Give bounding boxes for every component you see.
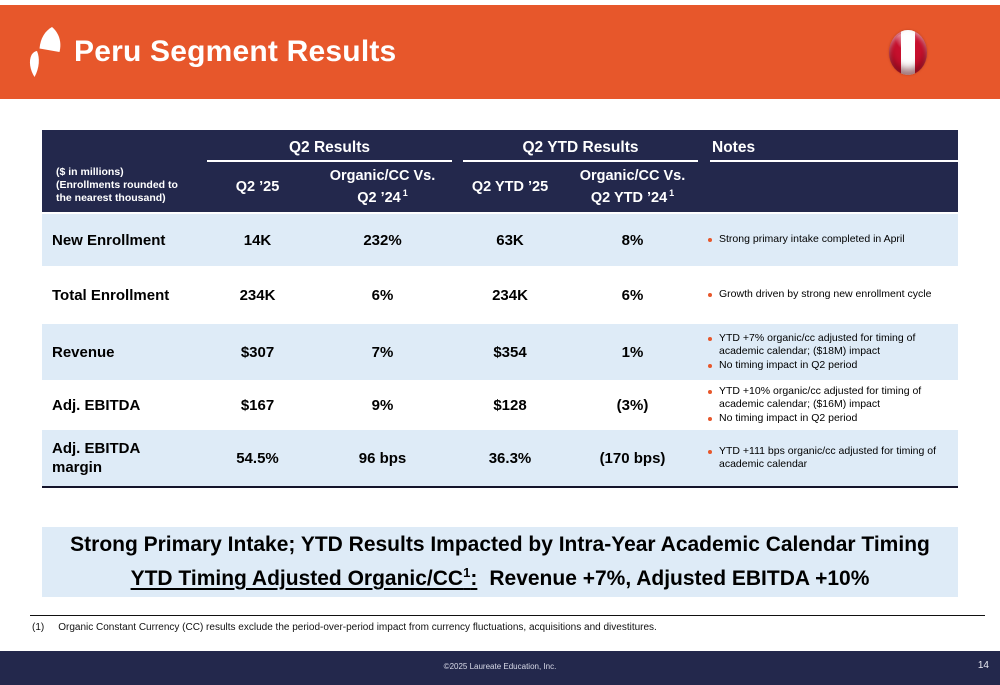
row-label: Adj. EBITDA margin — [52, 440, 140, 476]
value-q2-25: $167 — [240, 396, 275, 414]
group-header-q2-results: Q2 Results — [207, 130, 452, 162]
value-ytd-25: 63K — [496, 231, 524, 249]
footnote: (1) Organic Constant Currency (CC) result… — [32, 622, 972, 633]
row-notes: Strong primary intake completed in April — [700, 214, 958, 266]
note-text: Strong primary intake completed in April — [719, 233, 905, 246]
note-text: YTD +10% organic/cc adjusted for timing … — [719, 384, 922, 411]
value-q2-25: 54.5% — [236, 449, 279, 467]
value-ytd-vs: (3%) — [616, 396, 649, 414]
bullet-icon — [708, 363, 712, 368]
note-text: YTD +7% organic/cc adjusted for timing o… — [719, 331, 916, 358]
peru-flag-icon — [889, 30, 927, 75]
value-ytd-25: $354 — [493, 343, 527, 361]
results-table: ($ in millions) (Enrollments rounded to … — [42, 130, 958, 488]
col-header-q2-25: Q2 ’25 — [235, 178, 280, 195]
summary-banner: Strong Primary Intake; YTD Results Impac… — [42, 527, 958, 597]
value-q2-25: 14K — [243, 231, 272, 249]
table-row-revenue: Revenue $307 7% $354 1% YTD +7% organic/… — [42, 324, 958, 380]
row-notes: Growth driven by strong new enrollment c… — [700, 266, 958, 324]
value-q2-vs: 96 bps — [358, 449, 407, 467]
laureate-leaf-icon — [29, 27, 61, 77]
bullet-icon — [708, 293, 712, 298]
row-label: Adj. EBITDA — [52, 396, 141, 414]
title-banner: Peru Segment Results — [0, 5, 1000, 99]
value-ytd-25: 234K — [492, 286, 528, 304]
table-row-new-enrollment: New Enrollment 14K 232% 63K 8% Strong pr… — [42, 214, 958, 266]
bullet-icon — [708, 389, 712, 394]
table-row-adj-ebitda-margin: Adj. EBITDA margin 54.5% 96 bps 36.3% (1… — [42, 430, 958, 486]
group-header-q2-ytd-results: Q2 YTD Results — [463, 130, 698, 162]
value-q2-25: $307 — [240, 343, 275, 361]
col-header-q2-ytd-25: Q2 YTD ’25 — [471, 178, 549, 195]
bullet-icon — [708, 416, 712, 421]
row-label: New Enrollment — [52, 231, 166, 249]
col-header-organic-cc-vs-q2-ytd-24: Organic/CC Vs. Q2 YTD ’24 1 — [579, 167, 686, 206]
value-ytd-25: $128 — [493, 396, 527, 414]
note-text: No timing impact in Q2 period — [719, 358, 858, 371]
bullet-icon — [708, 238, 712, 243]
note-text: Growth driven by strong new enrollment c… — [719, 288, 932, 301]
footnote-marker: (1) — [32, 622, 45, 633]
row-notes: YTD +10% organic/cc adjusted for timing … — [700, 380, 958, 430]
value-q2-vs: 232% — [363, 231, 402, 249]
footnote-divider — [30, 615, 985, 616]
page-number: 14 — [977, 660, 989, 671]
row-label: Revenue — [52, 343, 115, 361]
footnote-text: Organic Constant Currency (CC) results e… — [58, 622, 657, 633]
value-ytd-vs: 1% — [621, 343, 644, 361]
row-label: Total Enrollment — [52, 286, 170, 304]
table-header: ($ in millions) (Enrollments rounded to … — [42, 130, 958, 214]
copyright-text: ©2025 Laureate Education, Inc. — [443, 662, 557, 671]
value-ytd-25: 36.3% — [488, 449, 532, 467]
col-header-organic-cc-vs-q2-24: Organic/CC Vs. Q2 ’24 1 — [329, 167, 436, 206]
value-q2-vs: 7% — [371, 343, 394, 361]
note-text: YTD +111 bps organic/cc adjusted for tim… — [719, 444, 937, 471]
bullet-icon — [708, 336, 712, 341]
table-row-total-enrollment: Total Enrollment 234K 6% 234K 6% Growth … — [42, 266, 958, 324]
footer-bar: ©2025 Laureate Education, Inc. 14 — [0, 651, 1000, 685]
value-ytd-vs: 8% — [621, 231, 644, 249]
summary-line-2: YTD Timing Adjusted Organic/CC1: Revenue … — [130, 565, 870, 590]
group-header-notes: Notes — [710, 130, 958, 162]
page-title: Peru Segment Results — [74, 35, 397, 68]
value-q2-vs: 9% — [371, 396, 394, 414]
row-notes: YTD +111 bps organic/cc adjusted for tim… — [700, 430, 958, 486]
table-row-adj-ebitda: Adj. EBITDA $167 9% $128 (3%) YTD +10% o… — [42, 380, 958, 430]
row-notes: YTD +7% organic/cc adjusted for timing o… — [700, 324, 958, 380]
value-ytd-vs: (170 bps) — [599, 449, 666, 467]
table-caption: ($ in millions) (Enrollments rounded to … — [56, 166, 178, 204]
summary-line-1: Strong Primary Intake; YTD Results Impac… — [70, 533, 930, 556]
value-q2-25: 234K — [239, 286, 276, 304]
note-text: No timing impact in Q2 period — [719, 411, 858, 424]
value-ytd-vs: 6% — [621, 286, 644, 304]
value-q2-vs: 6% — [371, 286, 394, 304]
bullet-icon — [708, 449, 712, 454]
